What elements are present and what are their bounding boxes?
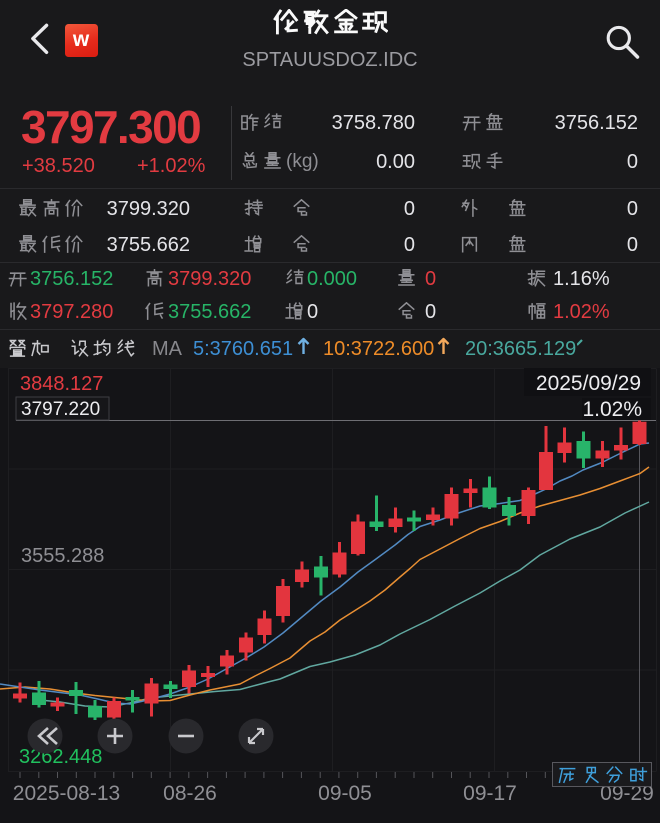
svg-text:3555.288: 3555.288 — [21, 545, 104, 567]
svg-text:09-29: 09-29 — [600, 782, 654, 805]
svg-text:3797.220: 3797.220 — [21, 399, 100, 420]
svg-text:1.02%: 1.02% — [582, 398, 642, 421]
svg-text:09-05: 09-05 — [318, 782, 372, 805]
svg-text:08-26: 08-26 — [163, 782, 217, 805]
svg-text:3848.127: 3848.127 — [20, 373, 103, 395]
svg-text:09-17: 09-17 — [463, 782, 517, 805]
svg-text:2025/09/29: 2025/09/29 — [536, 372, 641, 395]
svg-text:3262.448: 3262.448 — [19, 746, 102, 768]
svg-text:2025-08-13: 2025-08-13 — [13, 782, 120, 805]
